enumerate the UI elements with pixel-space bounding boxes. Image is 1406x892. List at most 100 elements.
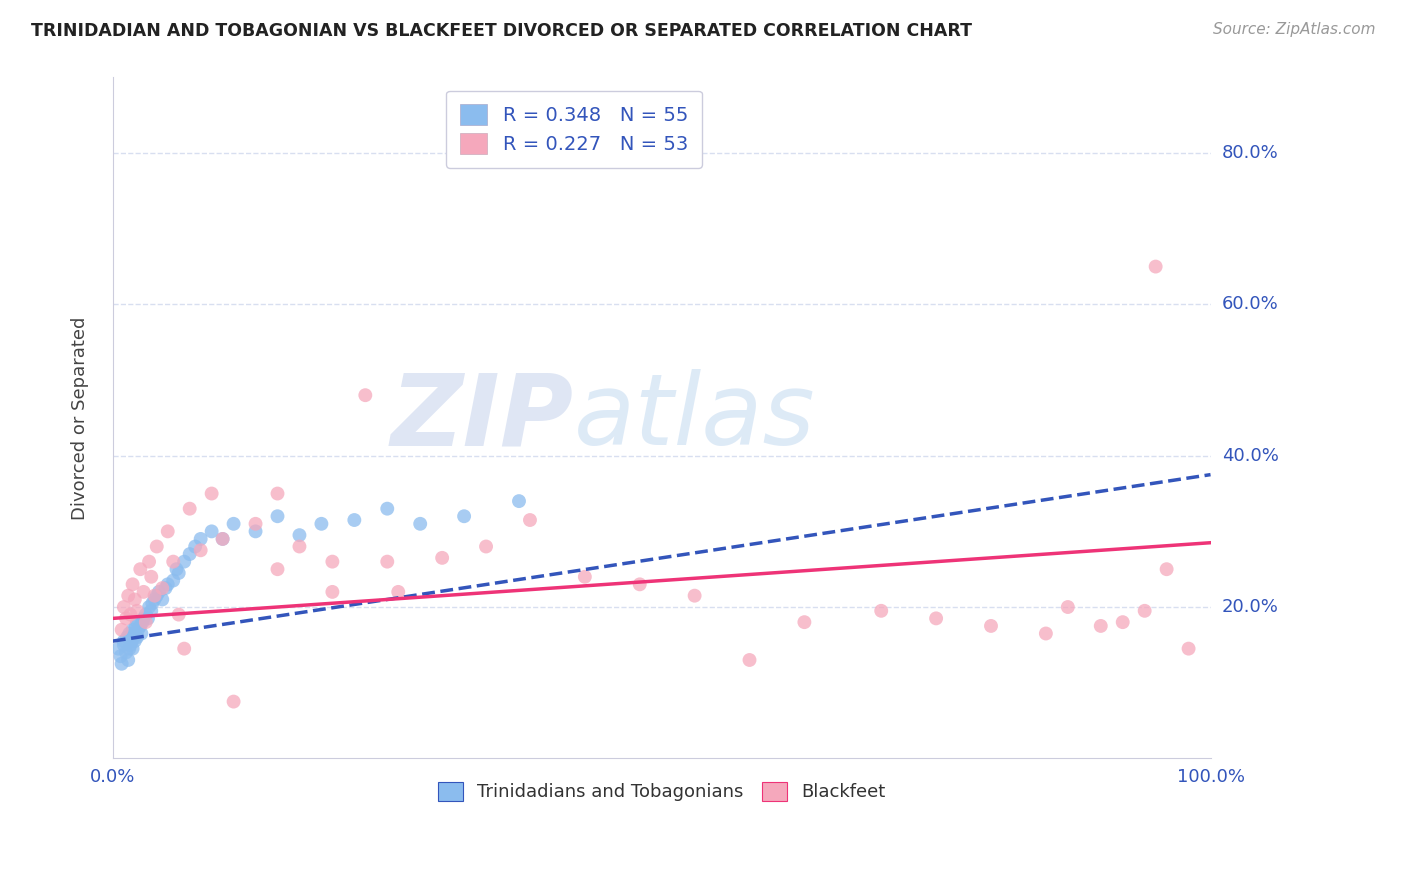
Point	[135, 615, 157, 629]
Point	[574, 570, 596, 584]
Point	[141, 570, 163, 584]
Point	[125, 619, 148, 633]
Point	[211, 532, 233, 546]
Point	[117, 653, 139, 667]
Point	[508, 494, 530, 508]
Text: ZIP: ZIP	[391, 369, 574, 467]
Point	[121, 577, 143, 591]
Point	[131, 615, 153, 629]
Point	[120, 607, 142, 622]
Point	[111, 623, 134, 637]
Point	[112, 634, 135, 648]
Point	[141, 604, 163, 618]
Point	[1056, 600, 1078, 615]
Point	[288, 528, 311, 542]
Point	[201, 524, 224, 539]
Point	[112, 638, 135, 652]
Point	[167, 607, 190, 622]
Point	[354, 388, 377, 402]
Point	[343, 513, 366, 527]
Point	[738, 653, 761, 667]
Point	[145, 589, 167, 603]
Point	[112, 600, 135, 615]
Point	[138, 555, 160, 569]
Point	[115, 645, 138, 659]
Point	[148, 585, 170, 599]
Point	[266, 486, 288, 500]
Point	[179, 501, 201, 516]
Point	[245, 516, 267, 531]
Point	[121, 623, 143, 637]
Point	[150, 592, 173, 607]
Point	[122, 630, 145, 644]
Point	[222, 695, 245, 709]
Point	[156, 577, 179, 591]
Point	[143, 592, 166, 607]
Point	[111, 657, 134, 671]
Point	[110, 649, 132, 664]
Text: Source: ZipAtlas.com: Source: ZipAtlas.com	[1212, 22, 1375, 37]
Y-axis label: Divorced or Separated: Divorced or Separated	[72, 316, 89, 519]
Point	[375, 501, 398, 516]
Point	[167, 566, 190, 580]
Point	[1090, 619, 1112, 633]
Point	[132, 585, 155, 599]
Point	[117, 589, 139, 603]
Text: TRINIDADIAN AND TOBAGONIAN VS BLACKFEET DIVORCED OR SEPARATED CORRELATION CHART: TRINIDADIAN AND TOBAGONIAN VS BLACKFEET …	[31, 22, 972, 40]
Point	[1177, 641, 1199, 656]
Point	[124, 634, 146, 648]
Point	[132, 611, 155, 625]
Point	[179, 547, 201, 561]
Point	[129, 562, 152, 576]
Point	[162, 555, 184, 569]
Point	[211, 532, 233, 546]
Point	[150, 581, 173, 595]
Point	[124, 592, 146, 607]
Point	[124, 626, 146, 640]
Point	[173, 555, 195, 569]
Point	[135, 607, 157, 622]
Point	[519, 513, 541, 527]
Point	[125, 615, 148, 629]
Point	[321, 585, 343, 599]
Text: 60.0%: 60.0%	[1222, 295, 1278, 313]
Point	[222, 516, 245, 531]
Point	[1035, 626, 1057, 640]
Point	[145, 540, 167, 554]
Legend: Trinidadians and Tobagonians, Blackfeet: Trinidadians and Tobagonians, Blackfeet	[425, 770, 898, 814]
Point	[245, 524, 267, 539]
Point	[129, 619, 152, 633]
Point	[125, 630, 148, 644]
Point	[321, 555, 343, 569]
Text: atlas: atlas	[574, 369, 815, 467]
Point	[156, 524, 179, 539]
Point	[162, 574, 184, 588]
Point	[266, 562, 288, 576]
Point	[121, 641, 143, 656]
Point	[266, 509, 288, 524]
Point	[311, 516, 333, 531]
Point	[375, 555, 398, 569]
Point	[190, 532, 212, 546]
Point	[141, 596, 163, 610]
Point	[136, 611, 159, 625]
Text: 80.0%: 80.0%	[1222, 145, 1278, 162]
Text: 20.0%: 20.0%	[1222, 598, 1278, 616]
Point	[387, 585, 409, 599]
Point	[430, 550, 453, 565]
Point	[120, 638, 142, 652]
Point	[155, 581, 177, 595]
Point	[121, 634, 143, 648]
Point	[118, 626, 141, 640]
Point	[115, 611, 138, 625]
Point	[1133, 604, 1156, 618]
Point	[409, 516, 432, 531]
Point	[628, 577, 651, 591]
Point	[1156, 562, 1178, 576]
Point	[118, 641, 141, 656]
Point	[925, 611, 948, 625]
Point	[1144, 260, 1167, 274]
Point	[793, 615, 815, 629]
Point	[143, 589, 166, 603]
Point	[683, 589, 706, 603]
